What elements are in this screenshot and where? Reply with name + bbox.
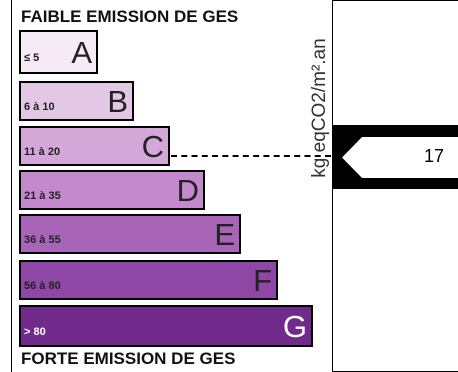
class-range-e: 36 à 55	[24, 234, 61, 246]
result-dashed-line	[171, 155, 331, 157]
class-bar-g: > 80 G	[19, 305, 313, 347]
class-letter-b: B	[107, 83, 128, 119]
class-letter-g: G	[282, 308, 307, 344]
class-bar-d: 21 à 35 D	[19, 170, 205, 210]
result-pointer-arrow	[342, 137, 458, 178]
result-value: 17	[424, 146, 445, 166]
class-letter-e: E	[214, 216, 235, 252]
class-range-a: ≤ 5	[24, 52, 40, 64]
class-bar-e: 36 à 55 E	[19, 214, 241, 254]
class-letter-d: D	[176, 172, 199, 208]
class-letter-c: C	[141, 128, 164, 164]
class-range-b: 6 à 10	[24, 101, 55, 113]
class-letter-f: F	[253, 262, 272, 298]
class-range-c: 11 à 20	[24, 146, 61, 158]
class-bar-c: 11 à 20 C	[19, 126, 170, 166]
class-range-d: 21 à 35	[24, 190, 61, 202]
class-bar-f: 56 à 80 F	[19, 260, 278, 300]
class-range-g: > 80	[24, 326, 46, 338]
high-emission-label: FORTE EMISSION DE GES	[21, 349, 236, 368]
top-divider	[333, 0, 458, 1]
class-range-f: 56 à 80	[24, 280, 61, 292]
label-frame	[11, 0, 333, 372]
class-bar-b: 6 à 10 B	[19, 81, 134, 121]
class-letter-a: A	[71, 34, 92, 70]
low-emission-label: FAIBLE EMISSION DE GES	[21, 7, 239, 26]
class-bar-a: ≤ 5 A	[19, 30, 98, 74]
